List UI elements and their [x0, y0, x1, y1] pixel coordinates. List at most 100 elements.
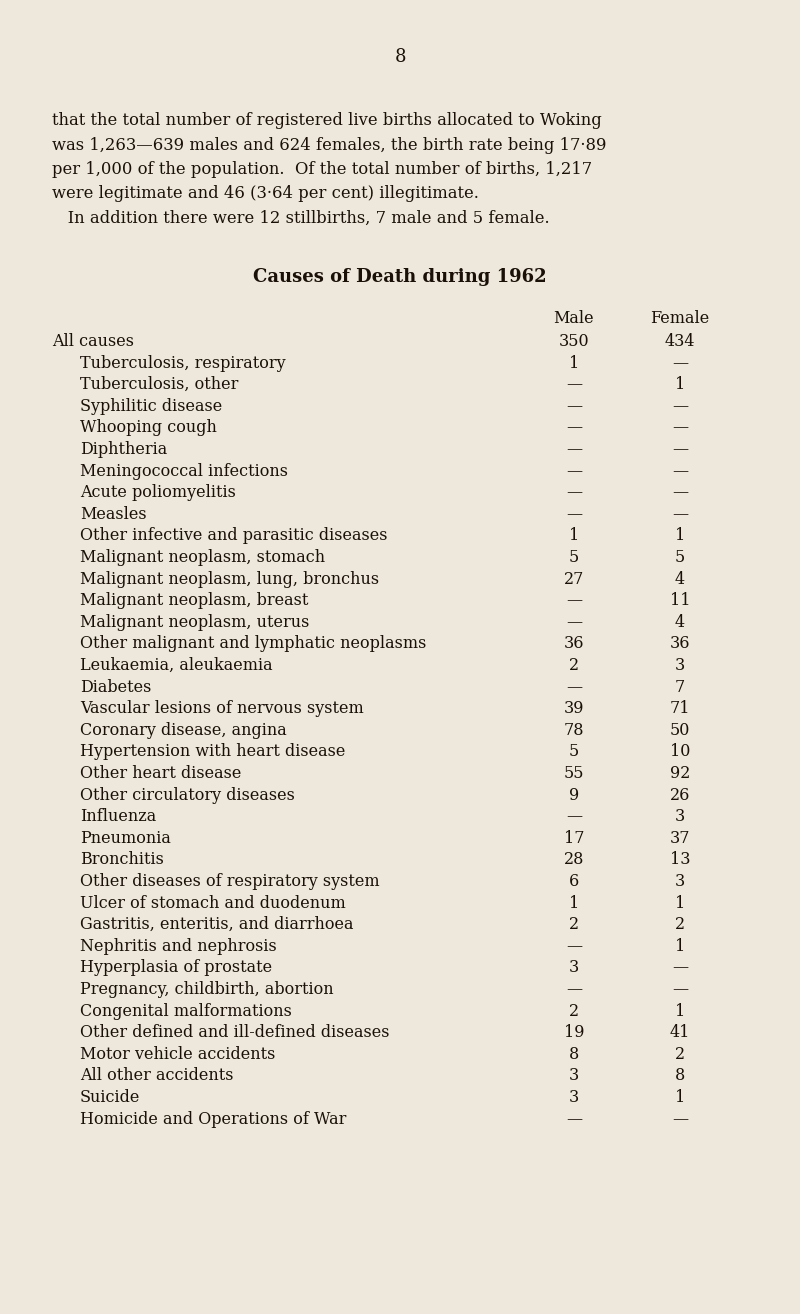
Text: Malignant neoplasm, uterus: Malignant neoplasm, uterus: [80, 614, 310, 631]
Text: 3: 3: [675, 657, 685, 674]
Text: 17: 17: [564, 830, 584, 846]
Text: 71: 71: [670, 700, 690, 717]
Text: was 1,263—639 males and 624 females, the birth rate being 17·89: was 1,263—639 males and 624 females, the…: [52, 137, 606, 154]
Text: —: —: [566, 808, 582, 825]
Text: 1: 1: [569, 895, 579, 912]
Text: Ulcer of stomach and duodenum: Ulcer of stomach and duodenum: [80, 895, 346, 912]
Text: Measles: Measles: [80, 506, 146, 523]
Text: 1: 1: [675, 527, 685, 544]
Text: Nephritis and nephrosis: Nephritis and nephrosis: [80, 938, 277, 955]
Text: 5: 5: [569, 744, 579, 761]
Text: 7: 7: [675, 678, 685, 695]
Text: 8: 8: [675, 1067, 685, 1084]
Text: —: —: [566, 442, 582, 459]
Text: 55: 55: [564, 765, 584, 782]
Text: Diabetes: Diabetes: [80, 678, 151, 695]
Text: Tuberculosis, respiratory: Tuberculosis, respiratory: [80, 355, 286, 372]
Text: —: —: [672, 506, 688, 523]
Text: per 1,000 of the population.  Of the total number of births, 1,217: per 1,000 of the population. Of the tota…: [52, 162, 592, 177]
Text: Other heart disease: Other heart disease: [80, 765, 242, 782]
Text: Homicide and Operations of War: Homicide and Operations of War: [80, 1110, 346, 1127]
Text: Coronary disease, angina: Coronary disease, angina: [80, 721, 286, 738]
Text: —: —: [566, 419, 582, 436]
Text: —: —: [672, 398, 688, 415]
Text: Malignant neoplasm, lung, bronchus: Malignant neoplasm, lung, bronchus: [80, 570, 379, 587]
Text: 41: 41: [670, 1024, 690, 1041]
Text: Diphtheria: Diphtheria: [80, 442, 167, 459]
Text: Hyperplasia of prostate: Hyperplasia of prostate: [80, 959, 272, 976]
Text: Hypertension with heart disease: Hypertension with heart disease: [80, 744, 346, 761]
Text: 1: 1: [569, 527, 579, 544]
Text: —: —: [566, 614, 582, 631]
Text: 5: 5: [675, 549, 685, 566]
Text: Other diseases of respiratory system: Other diseases of respiratory system: [80, 872, 380, 890]
Text: —: —: [566, 398, 582, 415]
Text: Pregnancy, childbirth, abortion: Pregnancy, childbirth, abortion: [80, 982, 334, 999]
Text: 1: 1: [675, 376, 685, 393]
Text: 8: 8: [394, 49, 406, 66]
Text: 2: 2: [675, 916, 685, 933]
Text: —: —: [672, 419, 688, 436]
Text: 350: 350: [558, 332, 590, 350]
Text: —: —: [566, 376, 582, 393]
Text: Bronchitis: Bronchitis: [80, 851, 164, 869]
Text: 27: 27: [564, 570, 584, 587]
Text: 78: 78: [564, 721, 584, 738]
Text: 1: 1: [675, 1003, 685, 1020]
Text: 8: 8: [569, 1046, 579, 1063]
Text: that the total number of registered live births allocated to Woking: that the total number of registered live…: [52, 112, 602, 129]
Text: —: —: [566, 982, 582, 999]
Text: Gastritis, enteritis, and diarrhoea: Gastritis, enteritis, and diarrhoea: [80, 916, 354, 933]
Text: —: —: [566, 484, 582, 501]
Text: 9: 9: [569, 787, 579, 804]
Text: Pneumonia: Pneumonia: [80, 830, 171, 846]
Text: —: —: [566, 678, 582, 695]
Text: 36: 36: [670, 636, 690, 652]
Text: 3: 3: [675, 808, 685, 825]
Text: 2: 2: [675, 1046, 685, 1063]
Text: 434: 434: [665, 332, 695, 350]
Text: —: —: [672, 959, 688, 976]
Text: 28: 28: [564, 851, 584, 869]
Text: All other accidents: All other accidents: [80, 1067, 234, 1084]
Text: 3: 3: [569, 1067, 579, 1084]
Text: Male: Male: [554, 310, 594, 327]
Text: Syphilitic disease: Syphilitic disease: [80, 398, 222, 415]
Text: —: —: [566, 463, 582, 480]
Text: —: —: [566, 593, 582, 610]
Text: Malignant neoplasm, stomach: Malignant neoplasm, stomach: [80, 549, 325, 566]
Text: 37: 37: [670, 830, 690, 846]
Text: Congenital malformations: Congenital malformations: [80, 1003, 292, 1020]
Text: —: —: [672, 442, 688, 459]
Text: Motor vehicle accidents: Motor vehicle accidents: [80, 1046, 275, 1063]
Text: 92: 92: [670, 765, 690, 782]
Text: 1: 1: [569, 355, 579, 372]
Text: 4: 4: [675, 570, 685, 587]
Text: Whooping cough: Whooping cough: [80, 419, 217, 436]
Text: Other infective and parasitic diseases: Other infective and parasitic diseases: [80, 527, 387, 544]
Text: 6: 6: [569, 872, 579, 890]
Text: Female: Female: [650, 310, 710, 327]
Text: Vascular lesions of nervous system: Vascular lesions of nervous system: [80, 700, 364, 717]
Text: Other circulatory diseases: Other circulatory diseases: [80, 787, 295, 804]
Text: 36: 36: [564, 636, 584, 652]
Text: were legitimate and 46 (3·64 per cent) illegitimate.: were legitimate and 46 (3·64 per cent) i…: [52, 185, 479, 202]
Text: 4: 4: [675, 614, 685, 631]
Text: In addition there were 12 stillbirths, 7 male and 5 female.: In addition there were 12 stillbirths, 7…: [52, 210, 550, 227]
Text: 2: 2: [569, 916, 579, 933]
Text: —: —: [566, 938, 582, 955]
Text: 10: 10: [670, 744, 690, 761]
Text: 3: 3: [675, 872, 685, 890]
Text: 2: 2: [569, 1003, 579, 1020]
Text: 3: 3: [569, 1089, 579, 1106]
Text: —: —: [672, 982, 688, 999]
Text: All causes: All causes: [52, 332, 134, 350]
Text: 2: 2: [569, 657, 579, 674]
Text: 1: 1: [675, 1089, 685, 1106]
Text: —: —: [672, 355, 688, 372]
Text: —: —: [672, 463, 688, 480]
Text: 1: 1: [675, 938, 685, 955]
Text: 5: 5: [569, 549, 579, 566]
Text: 39: 39: [564, 700, 584, 717]
Text: Tuberculosis, other: Tuberculosis, other: [80, 376, 238, 393]
